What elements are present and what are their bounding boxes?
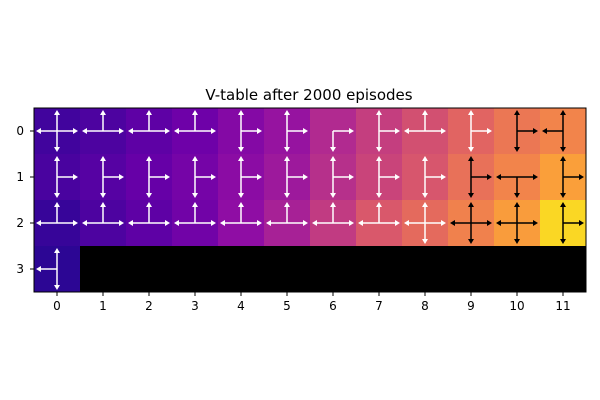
y-tick-label-2: 2	[16, 216, 24, 230]
policy-arrow-1-6	[330, 156, 354, 198]
policy-arrow-2-8	[404, 202, 446, 244]
policy-arrow-1-9	[468, 156, 492, 198]
policy-arrow-2-2	[128, 202, 170, 226]
heatmap-cell-3-7	[356, 246, 403, 293]
policy-arrow-1-0	[54, 156, 78, 198]
policy-arrow-2-0	[36, 202, 78, 226]
policy-arrow-1-1	[100, 156, 124, 198]
policy-arrow-0-10	[514, 110, 538, 152]
x-tick-label-5: 5	[283, 299, 291, 313]
heatmap-cell-3-8	[402, 246, 449, 293]
heatmap-cell-3-6	[310, 246, 357, 293]
policy-arrow-2-1	[82, 202, 124, 226]
heatmap-cells	[34, 108, 587, 293]
policy-arrow-0-4	[238, 110, 262, 152]
policy-arrows	[36, 110, 584, 290]
y-tick-label-0: 0	[16, 124, 24, 138]
policy-arrow-1-5	[284, 156, 308, 198]
policy-arrow-0-5	[284, 110, 308, 152]
policy-arrow-0-9	[468, 110, 492, 152]
x-tick-label-11: 11	[555, 299, 570, 313]
plot-frame	[33, 107, 587, 293]
policy-arrow-1-4	[238, 156, 262, 198]
policy-arrow-2-9	[450, 202, 492, 244]
policy-arrow-2-10	[496, 202, 538, 244]
x-tick-label-10: 10	[509, 299, 524, 313]
heatmap-cell-3-3	[172, 246, 219, 293]
policy-arrow-0-11	[542, 110, 566, 152]
x-tick-label-6: 6	[329, 299, 337, 313]
heatmap-cell-3-10	[494, 246, 541, 293]
policy-arrow-2-3	[174, 202, 216, 226]
x-tick-label-8: 8	[421, 299, 429, 313]
x-tick-label-7: 7	[375, 299, 383, 313]
policy-arrow-2-5	[266, 202, 308, 226]
policy-arrow-2-7	[358, 202, 400, 226]
policy-arrow-2-4	[220, 202, 262, 226]
policy-arrow-0-0	[36, 110, 78, 152]
heatmap-cell-3-5	[264, 246, 311, 293]
policy-arrow-0-3	[174, 110, 216, 134]
policy-arrow-0-2	[128, 110, 170, 134]
axes: 0 1 2 3 4 5 6 7 8 9 10 11 0 1 2 3	[16, 107, 587, 313]
x-tick-label-1: 1	[99, 299, 107, 313]
chart-title: V-table after 2000 episodes	[205, 86, 412, 104]
policy-arrow-3-0	[36, 248, 60, 290]
policy-arrow-0-6	[330, 128, 354, 152]
y-tick-label-3: 3	[16, 262, 24, 276]
heatmap-cell-3-4	[218, 246, 265, 293]
x-tick-label-9: 9	[467, 299, 475, 313]
policy-arrow-0-7	[376, 110, 400, 152]
policy-arrow-1-8	[422, 156, 446, 198]
policy-arrow-1-11	[560, 156, 584, 198]
heatmap-cell-3-2	[126, 246, 173, 293]
x-tick-label-2: 2	[145, 299, 153, 313]
policy-arrow-2-11	[560, 202, 584, 244]
policy-arrow-1-10	[496, 174, 538, 198]
y-tick-label-1: 1	[16, 170, 24, 184]
heatmap-cell-3-1	[80, 246, 127, 293]
heatmap-cell-3-9	[448, 246, 495, 293]
policy-arrow-2-6	[312, 202, 354, 226]
policy-arrow-1-3	[192, 156, 216, 198]
policy-arrow-0-1	[82, 110, 124, 134]
x-tick-label-3: 3	[191, 299, 199, 313]
policy-arrow-0-8	[404, 110, 446, 134]
policy-arrow-1-7	[376, 156, 400, 198]
x-tick-label-0: 0	[53, 299, 61, 313]
x-tick-label-4: 4	[237, 299, 245, 313]
heatmap-cell-3-11	[540, 246, 587, 293]
policy-arrow-1-2	[146, 156, 170, 198]
